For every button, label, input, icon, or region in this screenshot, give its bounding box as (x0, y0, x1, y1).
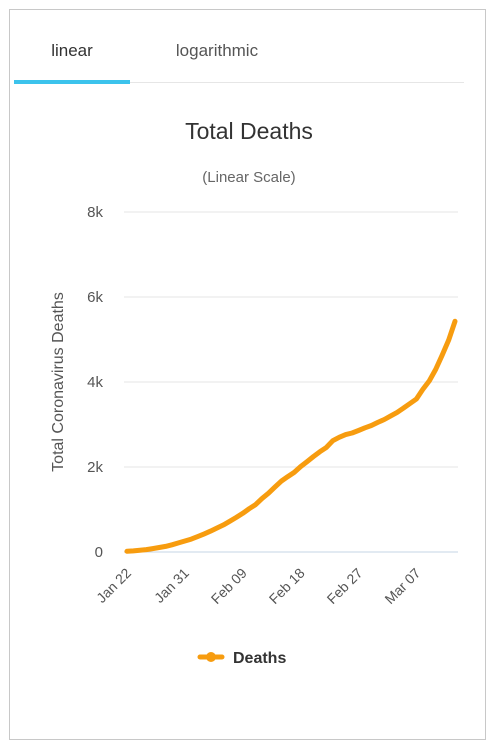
scale-tabs: linear logarithmic (14, 24, 464, 83)
deaths-series-line[interactable] (124, 318, 458, 554)
tab-logarithmic[interactable]: logarithmic (175, 41, 259, 60)
y-tick-label: 6k (87, 289, 103, 306)
x-tick-label: Jan 22 (93, 565, 134, 606)
chart-subtitle: (Linear Scale) (202, 169, 295, 186)
x-tick-label: Feb 27 (324, 565, 366, 607)
x-tick-label: Jan 31 (151, 565, 192, 606)
legend[interactable]: Deaths (197, 650, 286, 667)
chart-title: Total Deaths (185, 118, 313, 144)
y-tick-label: 0 (95, 544, 103, 561)
y-tick-label: 4k (87, 374, 103, 391)
y-tick-label: 8k (87, 204, 103, 221)
y-axis-label: Total Coronavirus Deaths (50, 292, 67, 472)
active-tab-indicator (14, 80, 130, 84)
x-tick-label: Mar 07 (381, 565, 423, 607)
legend-symbol-marker (206, 652, 216, 662)
tab-linear[interactable]: linear (51, 41, 93, 60)
y-tick-label: 2k (87, 459, 103, 476)
chart-card (9, 9, 486, 740)
x-tick-label: Feb 09 (208, 565, 250, 607)
x-tick-label: Feb 18 (266, 565, 308, 607)
legend-label[interactable]: Deaths (233, 650, 286, 667)
